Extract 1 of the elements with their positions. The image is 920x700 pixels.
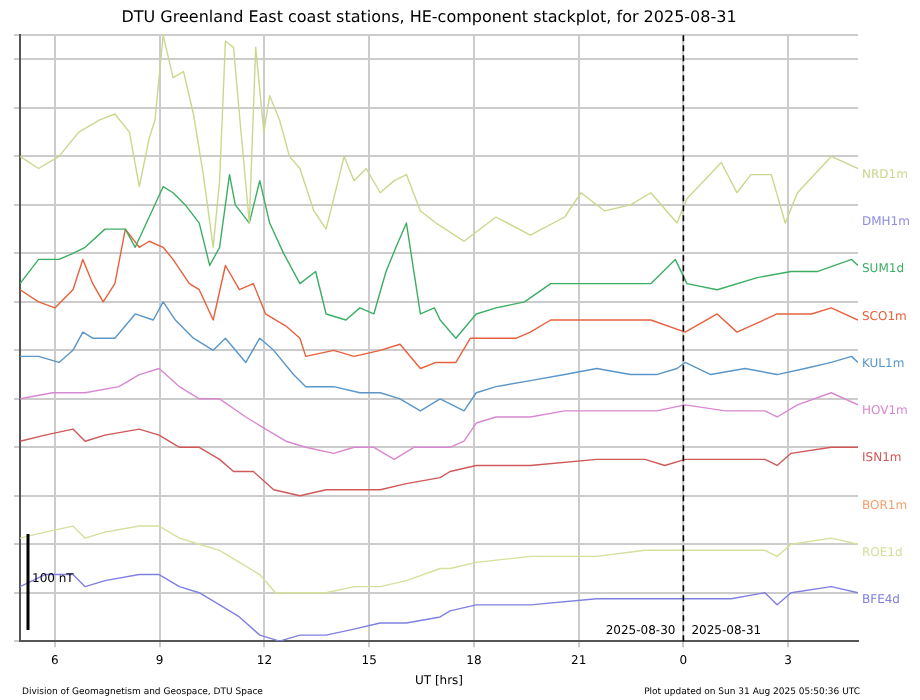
- chart-title: DTU Greenland East coast stations, HE-component stackplot, for 2025-08-31: [121, 7, 737, 26]
